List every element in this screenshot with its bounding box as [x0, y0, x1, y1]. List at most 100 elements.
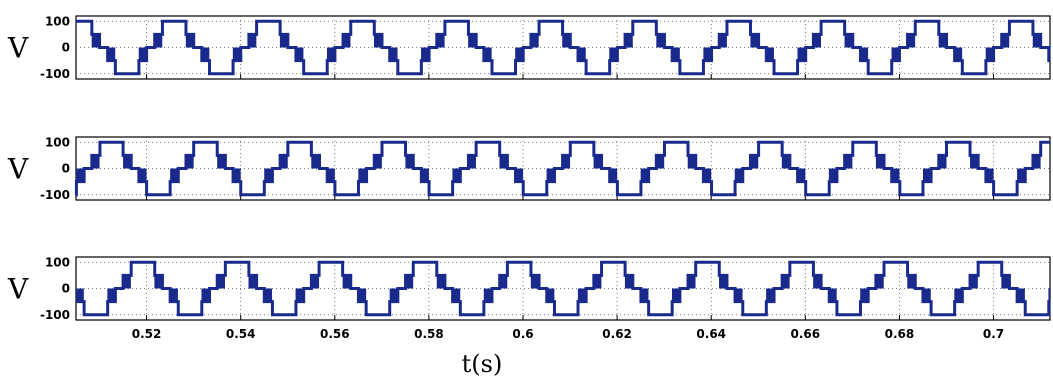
pwm-band [217, 275, 225, 289]
pwm-band [452, 288, 461, 302]
pwm-band [671, 288, 680, 302]
pwm-band [374, 155, 382, 169]
pwm-band [421, 168, 429, 182]
voltage-panel-1: 100 0 -100 V [7, 14, 1051, 81]
pwm-band [138, 47, 147, 61]
pwm-band [311, 155, 320, 169]
pwm-band [970, 155, 978, 169]
y-tick-label: 100 [45, 255, 70, 269]
pwm-band [342, 34, 351, 48]
x-tick-label: 0.54 [226, 327, 256, 341]
pwm-band [922, 168, 931, 182]
pwm-band [1032, 34, 1041, 48]
pwm-band [374, 34, 382, 48]
pwm-band [1032, 155, 1041, 169]
pwm-band [279, 34, 288, 48]
pwm-band [797, 168, 806, 182]
voltage-series-line [76, 260, 1051, 317]
y-tick-label: 100 [45, 14, 70, 28]
pwm-band [860, 288, 869, 302]
pwm-band [546, 288, 555, 302]
pwm-band [719, 275, 727, 289]
pwm-band [107, 47, 116, 61]
x-axis-label: t(s) [462, 350, 503, 378]
pwm-band [530, 34, 539, 48]
pwm-band [76, 288, 84, 302]
pwm-band [828, 168, 837, 182]
pwm-band [436, 34, 445, 48]
pwm-band [1001, 34, 1010, 48]
pwm-band [562, 155, 571, 169]
x-tick-label: 0.58 [414, 327, 444, 341]
x-tick-label: 0.56 [320, 327, 350, 341]
pwm-band [609, 47, 618, 61]
pwm-band [750, 34, 759, 48]
pwm-band [891, 47, 900, 61]
pwm-band [311, 275, 320, 289]
pwm-band [264, 168, 273, 182]
pwm-band [248, 34, 257, 48]
pwm-band [468, 155, 476, 169]
pwm-band [405, 155, 414, 169]
x-tick-label: 0.62 [602, 327, 632, 341]
pwm-band [185, 34, 194, 48]
pwm-band [483, 47, 492, 61]
pwm-band [185, 155, 194, 169]
pwm-band [562, 34, 571, 48]
pwm-band [860, 47, 869, 61]
pwm-band [750, 155, 759, 169]
pwm-band [577, 288, 586, 302]
pwm-band [766, 288, 774, 302]
pwm-band [828, 288, 837, 302]
pwm-band [577, 47, 586, 61]
voltage-panel-2: 100 0 -100 V [7, 135, 1051, 202]
pwm-band [154, 275, 163, 289]
pwm-band [719, 34, 727, 48]
pwm-band [656, 34, 665, 48]
pwm-band [938, 34, 947, 48]
pwm-band [515, 47, 524, 61]
pwm-band [907, 275, 916, 289]
pwm-band [358, 168, 367, 182]
pwm-band [985, 47, 994, 61]
pwm-band [170, 168, 178, 182]
pwm-band [515, 168, 524, 182]
pwm-band [954, 47, 963, 61]
pwm-band [123, 275, 131, 289]
pwm-band [483, 288, 492, 302]
x-tick-label: 0.66 [791, 327, 821, 341]
pwm-band [436, 275, 445, 289]
pwm-band [217, 155, 226, 169]
pwm-band [499, 275, 508, 289]
pwm-band [1017, 288, 1025, 302]
pwm-band [593, 155, 602, 169]
y-axis-label: V [7, 32, 29, 65]
pwm-band [1048, 47, 1050, 61]
pwm-band [687, 155, 696, 169]
pwm-band [123, 155, 131, 169]
pwm-band [326, 168, 335, 182]
pwm-band [421, 47, 429, 61]
pwm-band [875, 155, 884, 169]
pwm-band [546, 168, 555, 182]
pwm-band [389, 47, 398, 61]
pwm-band [326, 47, 335, 61]
y-tick-label: 0 [62, 41, 70, 55]
pwm-band [295, 47, 304, 61]
voltage-panel-3: 100 0 -100 V 0.52 0.54 0.56 0.58 0.6 0.62 0.64 0.66… [7, 255, 1051, 341]
pwm-band [76, 168, 84, 182]
pwm-band [499, 155, 508, 169]
pwm-band [703, 47, 712, 61]
y-tick-label: 0 [62, 162, 70, 176]
x-tick-label: 0.6 [512, 327, 533, 341]
pwm-band [138, 168, 147, 182]
pwm-band [624, 34, 633, 48]
y-tick-label: 0 [62, 282, 70, 296]
pwm-band [389, 288, 398, 302]
pwm-band [969, 275, 978, 289]
plot-frame [75, 256, 1051, 321]
pwm-band [640, 168, 649, 182]
pwm-band [530, 275, 539, 289]
pwm-band [624, 275, 633, 289]
pwm-band [656, 155, 665, 169]
